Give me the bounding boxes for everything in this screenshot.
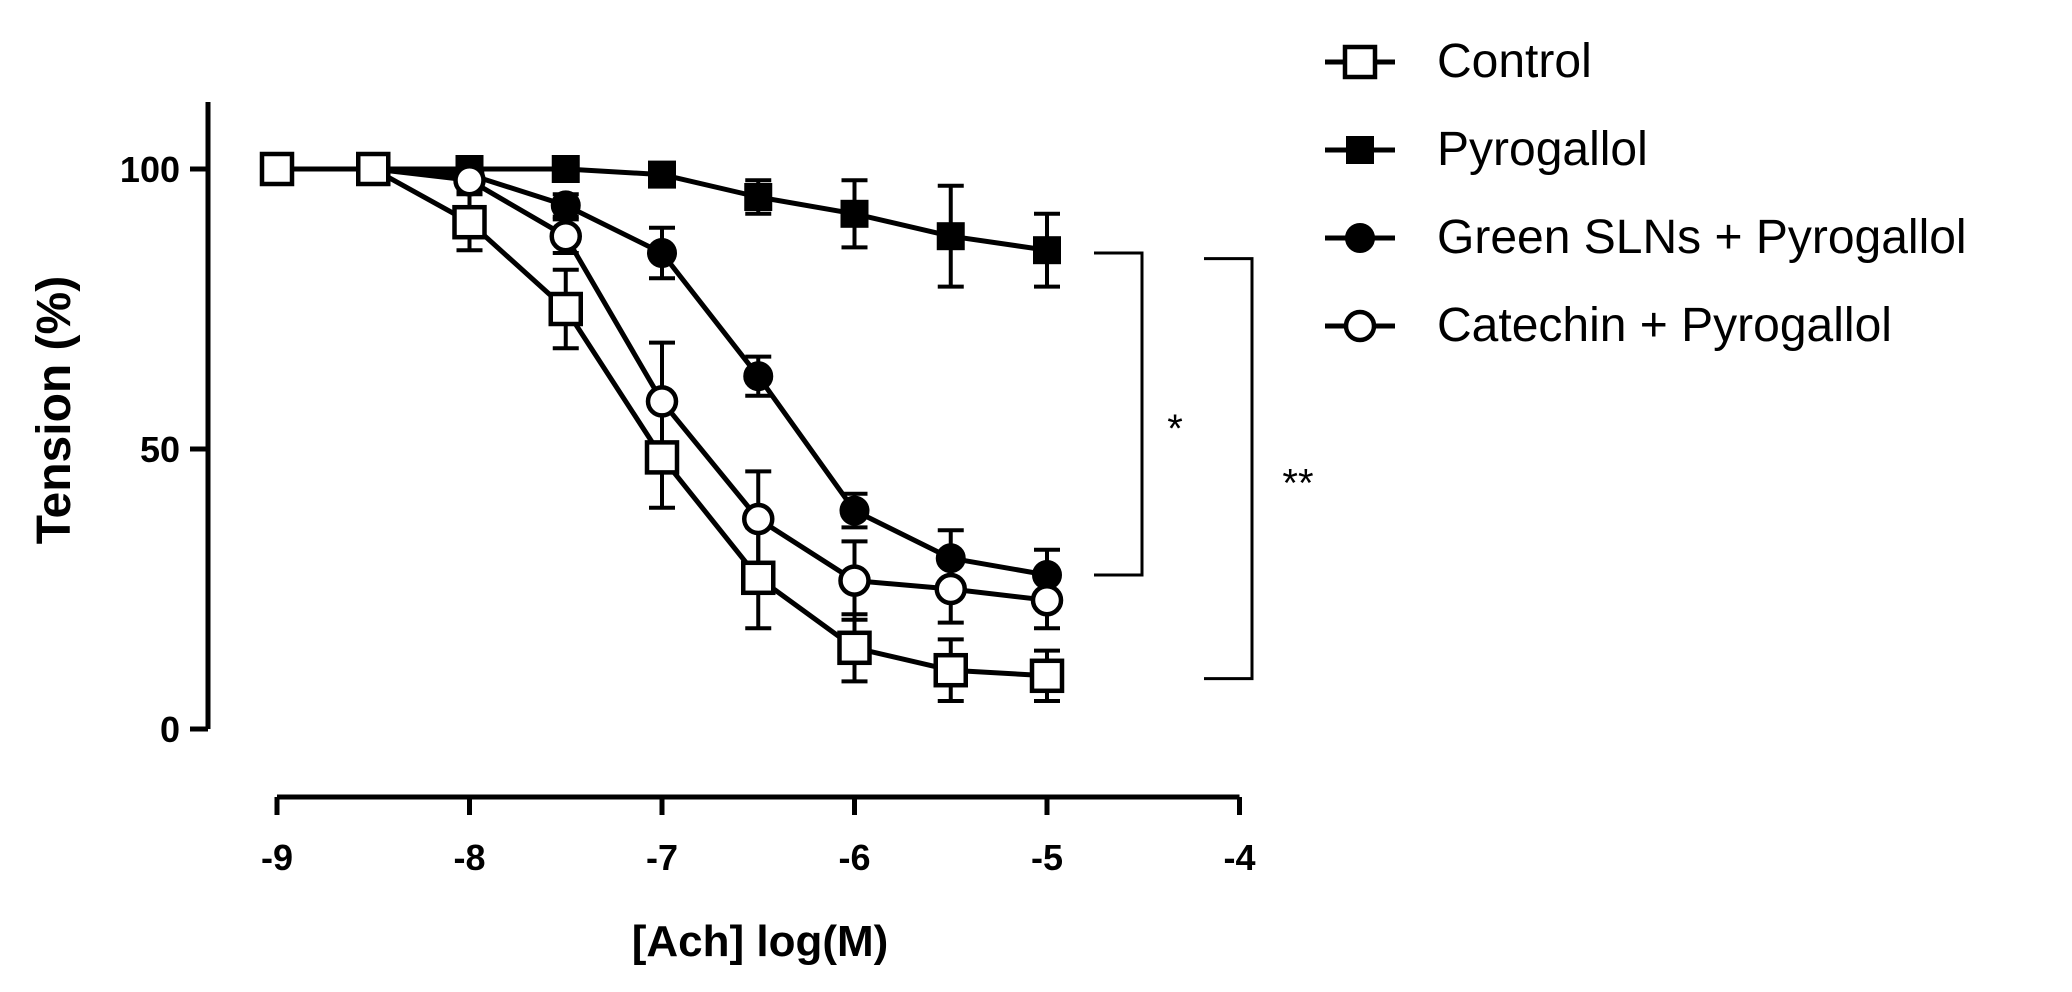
pyrogallol-point xyxy=(1033,236,1061,265)
catechin-pyrogallol-point xyxy=(838,564,871,597)
pyrogallol-point xyxy=(840,199,869,228)
legend: Control Pyrogallol Green SLNs + Pyrogallol… xyxy=(1325,35,1967,352)
x-tick-label: -4 xyxy=(1223,837,1255,878)
x-axis-label: [Ach] log(M) xyxy=(632,917,889,966)
control-point xyxy=(1029,658,1065,694)
axes: 0 50 100 -9 -8 -7 -6 -5 -4 xyxy=(120,102,1256,878)
green-slns-pyrogallol-point xyxy=(839,495,870,526)
y-axis-label: Tension (%) xyxy=(28,276,81,544)
pyrogallol-point xyxy=(648,160,676,189)
green-slns-pyrogallol-point xyxy=(550,190,581,221)
green-slns-pyrogallol-point xyxy=(647,238,677,268)
x-tick-label: -9 xyxy=(261,837,293,878)
series-markers xyxy=(259,151,1065,694)
catechin-pyrogallol-point xyxy=(453,163,486,197)
legend-label-catechin-pyrogallol: Catechin + Pyrogallol xyxy=(1437,299,1892,352)
catechin-pyrogallol-point xyxy=(549,219,582,253)
control-point xyxy=(837,630,872,666)
error-bars xyxy=(456,167,1060,703)
control-point xyxy=(933,652,968,688)
green-slns-pyrogallol-point xyxy=(743,361,774,392)
control-point xyxy=(356,151,391,187)
y-tick-label: 0 xyxy=(160,709,180,750)
control-point xyxy=(548,291,583,327)
legend-marker-pyrogallol xyxy=(1346,136,1374,164)
legend-label-green-slns-pyrogallol: Green SLNs + Pyrogallol xyxy=(1437,211,1967,264)
catechin-pyrogallol-point xyxy=(645,385,679,418)
significance-bracket-1 xyxy=(1094,251,1144,577)
y-tick-label: 50 xyxy=(140,429,180,470)
significance-annotations: *** xyxy=(1094,251,1314,681)
x-tick-label: -8 xyxy=(453,837,485,878)
x-tick-label: -7 xyxy=(646,837,678,878)
green-slns-pyrogallol-point xyxy=(935,543,966,574)
significance-label-2: ** xyxy=(1282,462,1313,506)
x-tick-label: -5 xyxy=(1031,837,1063,878)
significance-bracket-2 xyxy=(1204,257,1254,681)
legend-marker-green-slns-pyrogallol xyxy=(1345,223,1375,253)
pyrogallol-point xyxy=(744,183,773,211)
catechin-pyrogallol-point xyxy=(1030,583,1064,617)
legend-label-control: Control xyxy=(1437,35,1592,88)
legend-marker-control xyxy=(1342,44,1378,80)
y-tick-label: 100 xyxy=(120,149,180,190)
catechin-pyrogallol-point xyxy=(742,502,775,536)
legend-marker-catechin-pyrogallol xyxy=(1343,309,1377,343)
pyrogallol-point xyxy=(551,155,580,183)
x-tick-label: -6 xyxy=(838,837,870,878)
pyrogallol-point xyxy=(936,222,965,251)
catechin-pyrogallol-point xyxy=(934,572,967,606)
control-point xyxy=(644,440,680,475)
legend-label-pyrogallol: Pyrogallol xyxy=(1437,123,1648,176)
control-point xyxy=(452,204,487,240)
significance-label-1: * xyxy=(1167,407,1183,451)
control-point xyxy=(741,560,776,596)
control-point xyxy=(259,151,295,187)
